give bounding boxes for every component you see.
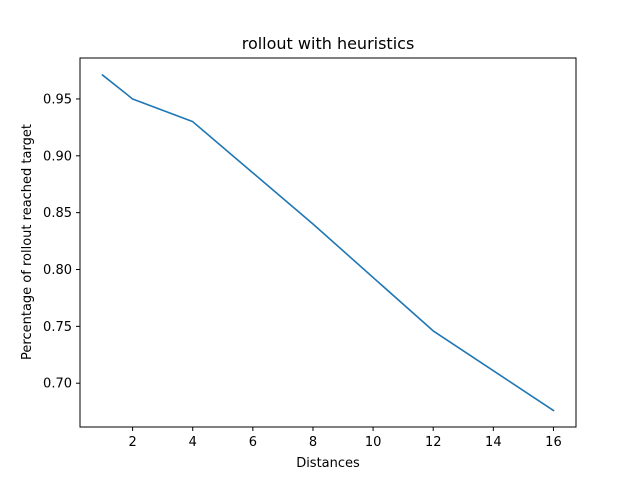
y-tick-label: 0.80 <box>43 263 72 278</box>
x-tick-label: 2 <box>128 435 136 450</box>
y-tick-label: 0.85 <box>43 206 72 221</box>
x-tick-label: 8 <box>309 435 317 450</box>
plot-frame <box>79 57 577 428</box>
x-tick-label: 10 <box>365 435 382 450</box>
x-tick-label: 14 <box>485 435 502 450</box>
x-tick-label: 12 <box>425 435 442 450</box>
data-point <box>553 410 555 412</box>
x-tick-label: 16 <box>545 435 562 450</box>
x-tick-label: 4 <box>189 435 197 450</box>
series-line <box>101 73 555 412</box>
data-point <box>132 98 134 100</box>
y-tick-label: 0.95 <box>43 92 72 107</box>
chart-title: rollout with heuristics <box>242 34 415 53</box>
data-point <box>102 74 104 76</box>
y-tick-label: 0.70 <box>43 377 72 392</box>
ticks-layer: 2 4 6 8 10 12 14 16 0.70 0.75 0.80 0.85 0.90 0.95 <box>43 92 562 450</box>
series-layer <box>101 73 555 412</box>
y-axis-label: Percentage of rollout reached target <box>20 124 35 360</box>
data-point <box>192 121 194 123</box>
data-point <box>432 330 434 332</box>
y-tick-label: 0.75 <box>43 320 72 335</box>
data-point <box>312 223 314 225</box>
x-axis-label: Distances <box>296 456 360 471</box>
x-tick-label: 6 <box>249 435 257 450</box>
y-tick-label: 0.90 <box>43 149 72 164</box>
